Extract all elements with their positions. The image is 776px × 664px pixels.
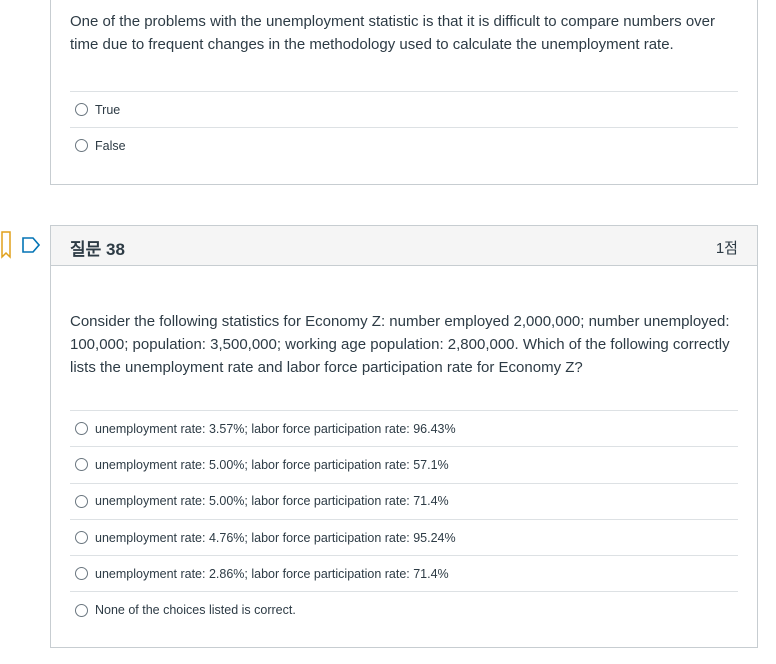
answer-option[interactable]: unemployment rate: 4.76%; labor force pa… <box>70 518 738 555</box>
question-title: 질문 38 <box>70 240 125 259</box>
radio-button-icon[interactable] <box>75 531 88 545</box>
answer-option[interactable]: True <box>70 91 738 127</box>
answer-option[interactable]: unemployment rate: 5.00%; labor force pa… <box>70 482 738 519</box>
answer-option[interactable]: unemployment rate: 2.86%; labor force pa… <box>70 555 738 591</box>
answer-label[interactable]: None of the choices listed is correct. <box>95 603 296 618</box>
radio-button-icon[interactable] <box>75 603 88 617</box>
question-card: One of the problems with the unemploymen… <box>50 0 758 185</box>
question-header: 질문 38 1점 <box>51 226 757 266</box>
bookmark-icon <box>1 231 11 259</box>
answer-label[interactable]: unemployment rate: 4.76%; labor force pa… <box>95 530 456 545</box>
answer-label[interactable]: unemployment rate: 2.86%; labor force pa… <box>95 566 449 581</box>
answer-option[interactable]: unemployment rate: 5.00%; labor force pa… <box>70 446 738 482</box>
question-text: Consider the following statistics for Ec… <box>70 313 730 376</box>
answer-list: True False <box>70 91 738 164</box>
answer-list: unemployment rate: 3.57%; labor force pa… <box>70 410 738 628</box>
flag-question-icon[interactable] <box>22 237 40 253</box>
radio-button-icon[interactable] <box>75 494 88 508</box>
answer-label[interactable]: unemployment rate: 3.57%; labor force pa… <box>95 421 456 436</box>
answer-label[interactable]: True <box>95 102 121 117</box>
radio-button-icon[interactable] <box>75 567 88 581</box>
question-points: 1점 <box>715 240 738 257</box>
answer-option[interactable]: unemployment rate: 3.57%; labor force pa… <box>70 410 738 446</box>
radio-button-icon[interactable] <box>75 422 88 436</box>
radio-button-icon[interactable] <box>75 458 88 472</box>
answer-option[interactable]: False <box>70 127 738 163</box>
radio-button-icon[interactable] <box>75 139 88 153</box>
answer-label[interactable]: False <box>95 138 126 153</box>
answer-label[interactable]: unemployment rate: 5.00%; labor force pa… <box>95 494 449 509</box>
question-text: One of the problems with the unemploymen… <box>70 13 716 53</box>
question-card: 질문 38 1점 Consider the following statisti… <box>50 225 758 648</box>
answer-label[interactable]: unemployment rate: 5.00%; labor force pa… <box>95 457 449 472</box>
answer-option[interactable]: None of the choices listed is correct. <box>70 591 738 627</box>
radio-button-icon[interactable] <box>75 103 88 117</box>
